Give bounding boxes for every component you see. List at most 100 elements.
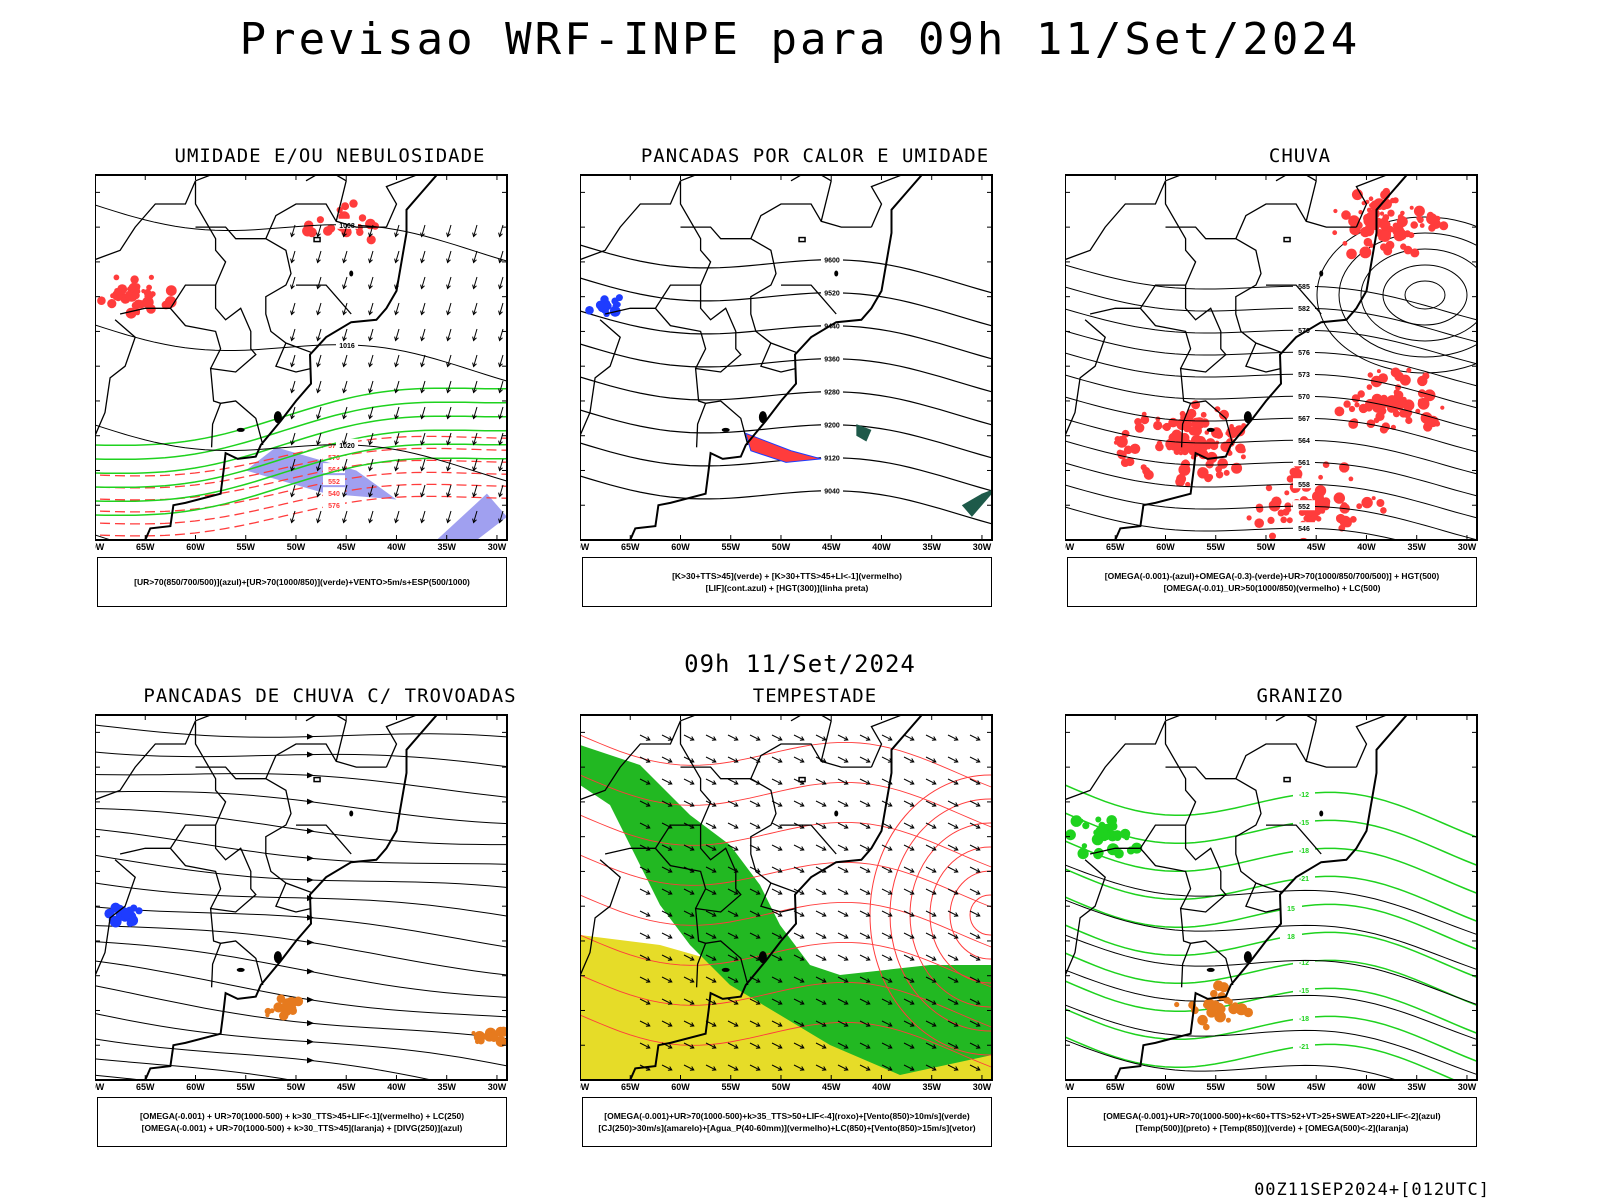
- wind-arrowhead: [777, 1066, 783, 1071]
- wind-arrowhead: [316, 492, 321, 498]
- wind-vector: [369, 458, 374, 471]
- wind-arrowhead: [420, 258, 425, 264]
- wind-vector: [771, 954, 783, 961]
- wind-arrowhead: [342, 336, 347, 342]
- height-contour: [1065, 484, 1477, 540]
- lagoon: [721, 427, 730, 432]
- lagoon: [1206, 967, 1215, 972]
- contour-label: 9360: [824, 357, 840, 364]
- rain-area: [1215, 471, 1224, 479]
- wind-vector: [837, 932, 849, 939]
- lon-label: 55W: [236, 542, 255, 552]
- wind-arrowhead: [472, 440, 477, 446]
- wind-vector: [837, 976, 849, 983]
- map-frame: [1065, 714, 1478, 1081]
- streamline-arrow: [307, 772, 314, 779]
- contour-label-bg: [1293, 955, 1315, 966]
- rain-area: [1400, 243, 1407, 250]
- wind-arrowhead: [799, 1044, 805, 1049]
- wind-vector: [903, 866, 915, 873]
- state-border: [119, 284, 216, 315]
- humidity-area: [436, 493, 507, 540]
- wind-arrowhead: [909, 1044, 915, 1049]
- lon-label: 30W: [1458, 542, 1477, 552]
- wind-arrowhead: [843, 912, 849, 917]
- wind-vector: [421, 484, 426, 497]
- wind-arrowhead: [953, 802, 959, 807]
- rain-area: [1417, 375, 1428, 387]
- wind-vector: [947, 1064, 959, 1071]
- temp-contour-noise: [1106, 815, 1117, 826]
- contour-label-bg: [1293, 324, 1315, 335]
- wind-vector: [793, 1020, 805, 1027]
- wind-vector: [903, 1064, 915, 1071]
- height-contour: [580, 244, 992, 294]
- rain-area: [1348, 476, 1354, 482]
- wind-vector: [499, 484, 504, 497]
- wind-arrowhead: [975, 978, 981, 983]
- wind-arrowhead: [843, 846, 849, 851]
- wind-vector: [343, 354, 348, 367]
- wind-vector: [903, 734, 915, 741]
- wind-vector: [771, 756, 783, 763]
- wind-vector: [903, 888, 915, 895]
- wind-arrowhead: [667, 868, 673, 873]
- wind-vector: [815, 756, 827, 763]
- wind-arrowhead: [953, 934, 959, 939]
- state-border: [1235, 743, 1357, 779]
- rain-area: [1368, 196, 1374, 201]
- lagoon: [273, 951, 282, 964]
- wind-vector: [925, 1064, 937, 1071]
- lon-label: 55W: [1206, 542, 1225, 552]
- red-dots: [165, 285, 177, 296]
- temp-contour-noise: [1095, 816, 1102, 823]
- wind-arrowhead: [645, 934, 651, 939]
- rain-area: [1434, 215, 1441, 222]
- wind-vector: [837, 778, 849, 785]
- wind-arrowhead: [667, 758, 673, 763]
- wind-arrowhead: [342, 310, 347, 316]
- wind-vector: [837, 734, 849, 741]
- wind-arrowhead: [472, 388, 477, 394]
- streamline-arrow: [307, 1057, 314, 1064]
- wind-vector: [639, 976, 651, 983]
- wind-arrowhead: [667, 1066, 673, 1071]
- rain-area: [1185, 481, 1191, 488]
- height-contour: [1338, 232, 1477, 358]
- wind-arrowhead: [733, 736, 739, 741]
- wind-vector: [317, 484, 322, 497]
- contour-label: 1016: [339, 343, 355, 350]
- contour-label-bg: [336, 438, 358, 449]
- contour-label: 540: [328, 491, 340, 498]
- wind-arrowhead: [733, 978, 739, 983]
- wind-vector: [395, 302, 400, 315]
- wind-vector: [749, 932, 761, 939]
- rain-area: [1351, 394, 1361, 403]
- wind-vector: [369, 276, 374, 289]
- rain-area: [1173, 441, 1182, 450]
- wind-arrowhead: [645, 758, 651, 763]
- wind-vector: [881, 998, 893, 1005]
- streamline: [95, 1058, 294, 1080]
- lon-label: 70W: [580, 542, 590, 552]
- wind-arrowhead: [953, 846, 959, 851]
- wind-vector: [837, 888, 849, 895]
- lon-label: 60W: [671, 542, 690, 552]
- wind-arrowhead: [931, 912, 937, 917]
- rain-area: [1178, 451, 1183, 456]
- wind-vector: [925, 932, 937, 939]
- lon-label: 30W: [488, 542, 507, 552]
- contour-label-bg: [1293, 346, 1315, 357]
- wind-vector: [661, 888, 673, 895]
- wind-arrowhead: [667, 1044, 673, 1049]
- wind-arrowhead: [446, 414, 451, 420]
- contour-label-bg: [323, 451, 345, 462]
- run-code: 00Z11SEP2024+[012UTC]: [1254, 1180, 1490, 1200]
- lagoon: [236, 427, 245, 432]
- lon-label: 30W: [973, 542, 992, 552]
- wind-vector: [859, 976, 871, 983]
- wind-arrowhead: [290, 336, 295, 342]
- rain-area: [1404, 403, 1411, 410]
- wind-vector: [837, 800, 849, 807]
- wind-vector: [317, 406, 322, 419]
